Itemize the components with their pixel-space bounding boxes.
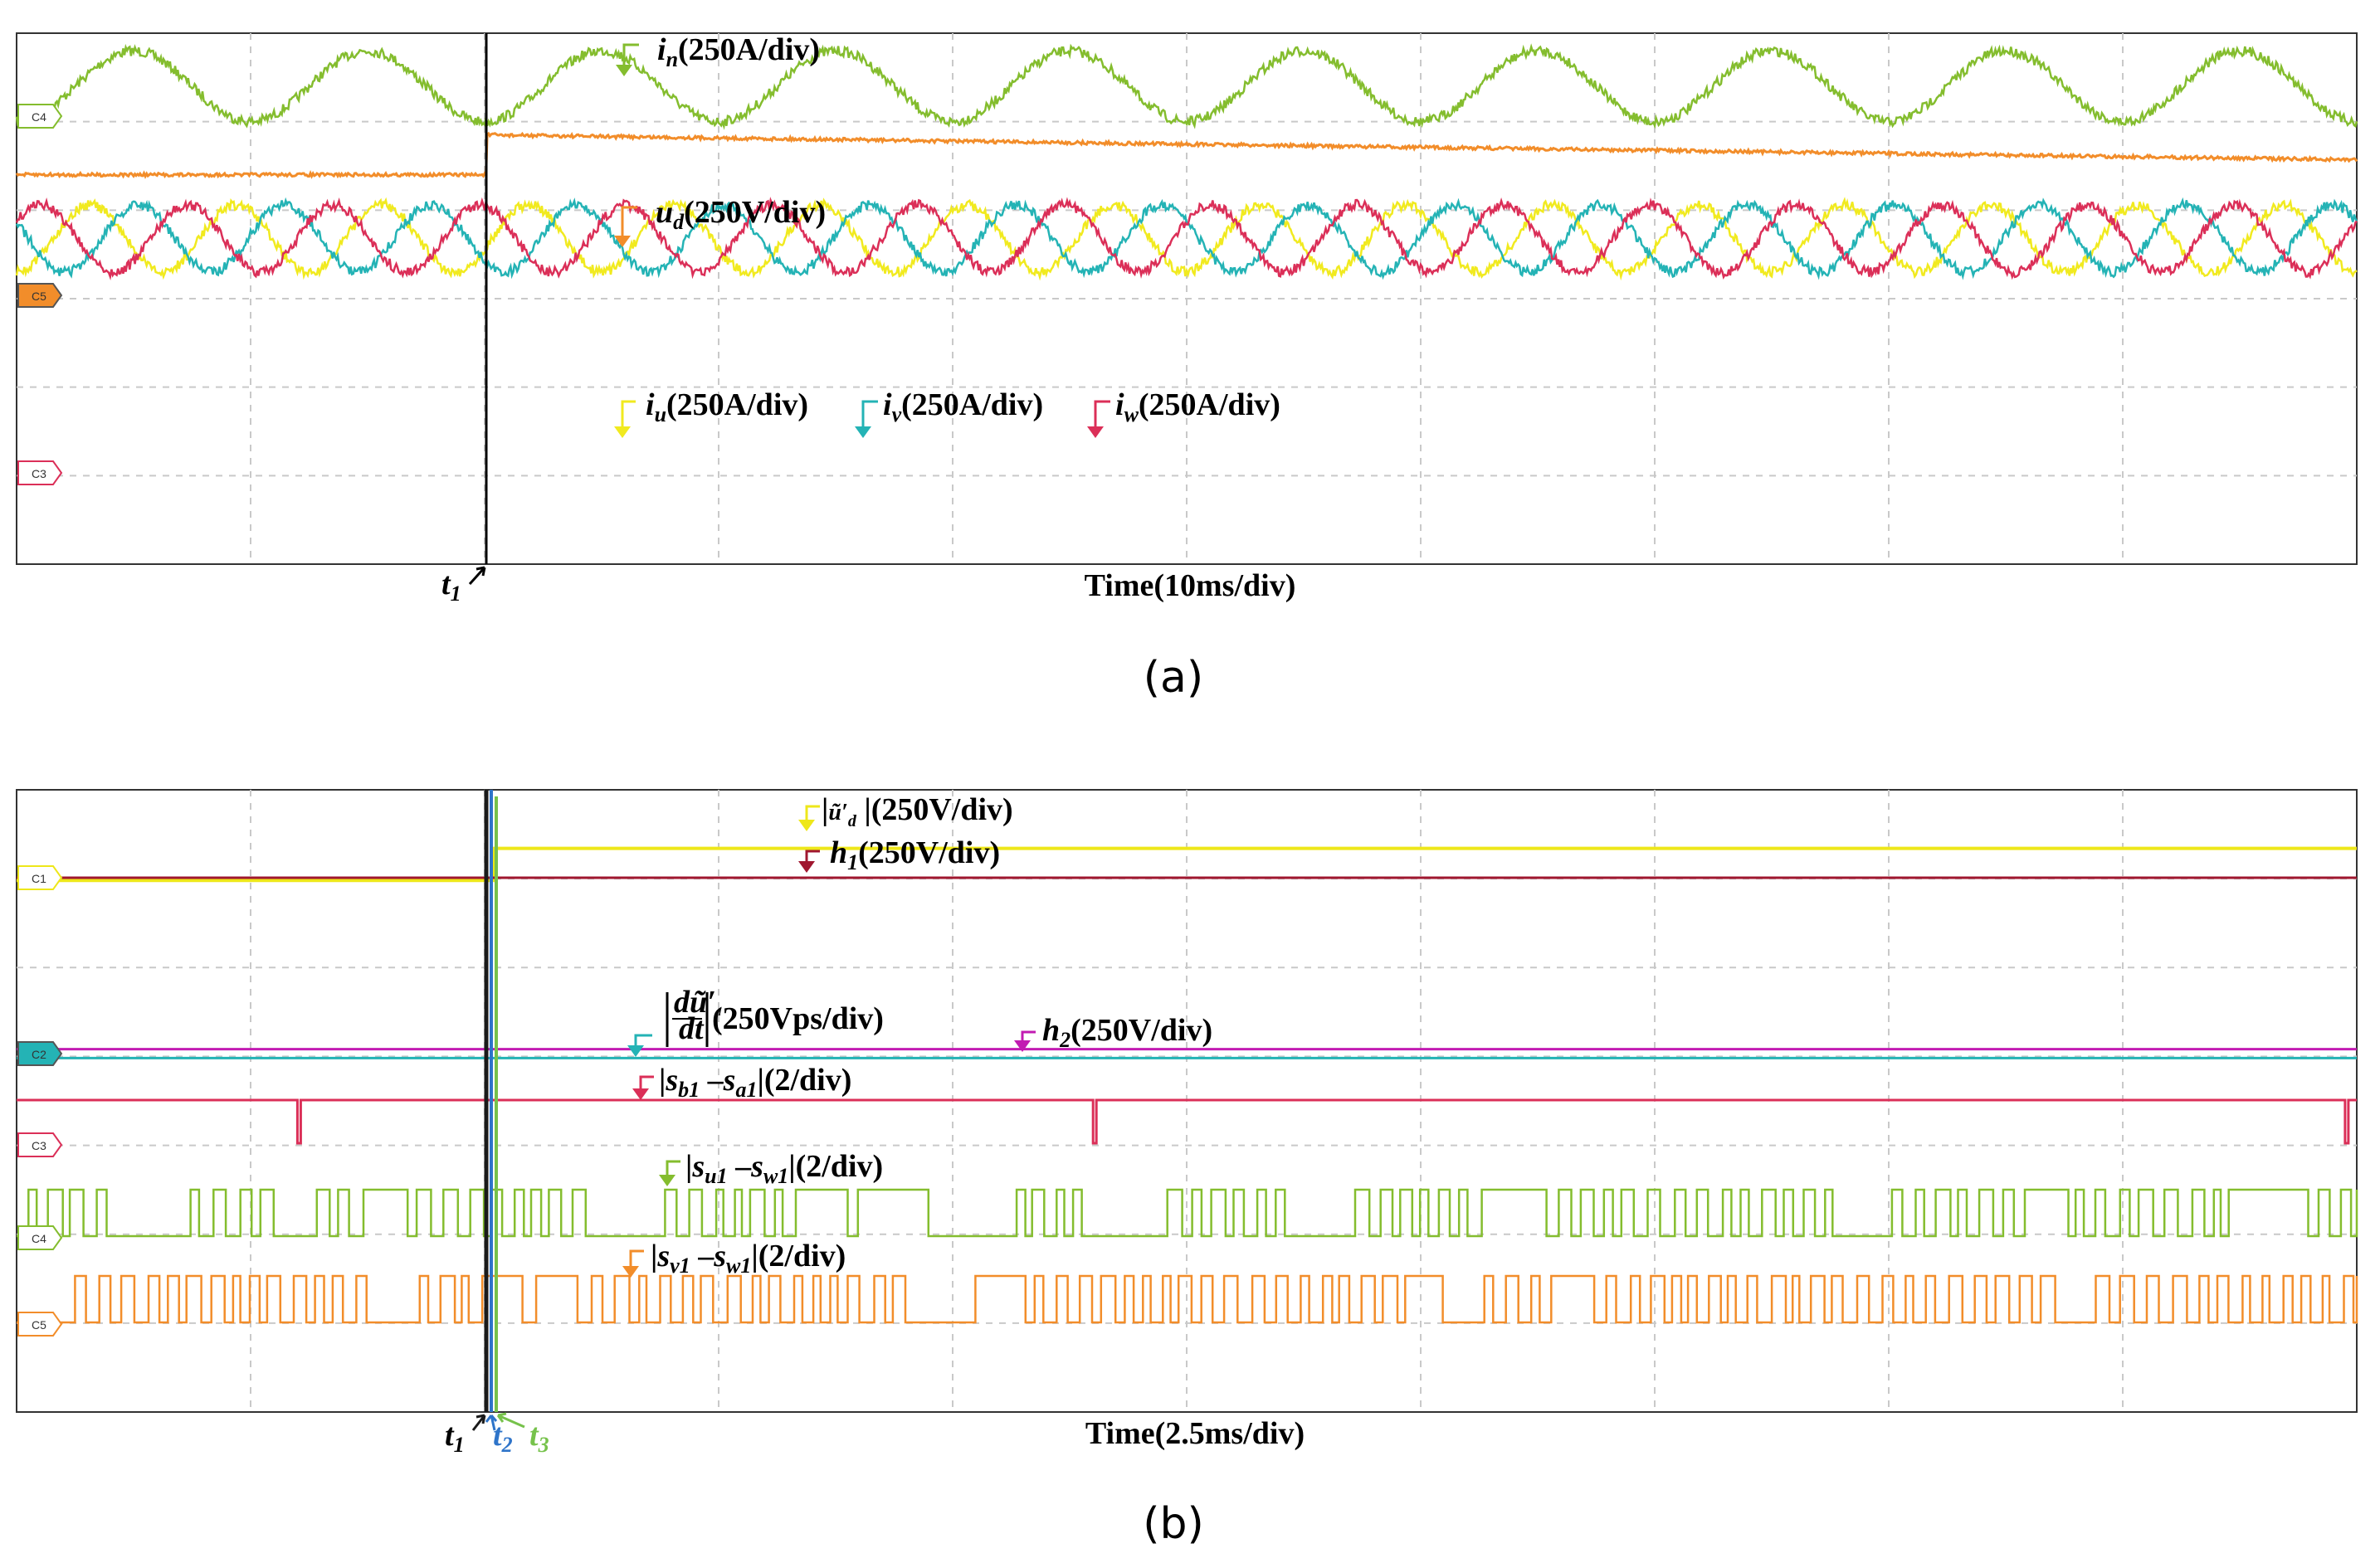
channel-marker-c3: C3 <box>17 460 63 485</box>
label-iu-sub: u <box>655 402 666 426</box>
label-iv-sub: v <box>892 402 902 426</box>
panel-b-t1-arrow <box>471 1414 486 1431</box>
label-iv-main: i <box>883 387 892 422</box>
label-h2: h2(250V/div) <box>1014 1013 1212 1052</box>
marker-c5b-text: C5 <box>32 1318 46 1332</box>
ud-abs-post: |(250V/div) <box>856 792 1013 827</box>
ud-abs-sub: d <box>848 812 857 830</box>
label-iw-rest: (250A/div) <box>1139 387 1280 422</box>
trace-in <box>15 43 2358 130</box>
ud-abs-main: ũ′ <box>828 800 847 825</box>
label-h1: h1(250V/div) <box>798 835 1000 874</box>
channel-marker-c4b: C4 <box>17 1225 63 1250</box>
svg-text:|sb1 –sa1|(2/div): |sb1 –sa1|(2/div) <box>659 1063 851 1102</box>
panel-a: C4 C5 C3 t1 in(250A/div) ud(250V/div) <box>15 32 2358 703</box>
svg-text:|su1 –sw1|(2/div): |su1 –sw1|(2/div) <box>685 1149 883 1188</box>
svg-text:h2(250V/div): h2(250V/div) <box>1042 1013 1212 1052</box>
panel-b-caption: (b) <box>1143 1499 1204 1549</box>
label-iu: iu(250A/div) <box>614 387 808 438</box>
label-ud-abs: |ũ′d |(250V/div) <box>798 792 1013 831</box>
svg-text:dũ′d: dũ′d <box>674 985 722 1020</box>
svg-text:iu(250A/div): iu(250A/div) <box>646 387 808 426</box>
label-h1-main: h <box>830 835 847 870</box>
label-in-sub: n <box>666 47 678 71</box>
marker-c3b-text: C3 <box>32 1139 46 1152</box>
label-ud: ud(250V/div) <box>614 195 826 247</box>
panel-b-t3-arrow <box>496 1412 525 1429</box>
marker-c2-text: C2 <box>32 1048 46 1061</box>
panel-b-t3-label: t3 <box>529 1418 549 1457</box>
marker-c4-text: C4 <box>32 110 46 124</box>
label-ud-rest: (250V/div) <box>684 195 826 230</box>
panel-a-t1-label: t1 <box>441 567 461 606</box>
label-sv1-sw1: |sv1 –sw1|(2/div) <box>622 1239 846 1278</box>
label-ud-main: u <box>656 195 673 230</box>
label-dud-dt: dũ′d dt (250Vps/div) <box>627 985 884 1057</box>
panel-b-xlabel: Time(2.5ms/div) <box>1085 1416 1305 1451</box>
label-iw-sub: w <box>1124 402 1139 426</box>
label-h1-sub: 1 <box>847 850 858 874</box>
panel-a-xlabel: Time(10ms/div) <box>1085 568 1296 603</box>
svg-text:iw(250A/div): iw(250A/div) <box>1115 387 1280 426</box>
label-h2-main: h <box>1042 1013 1060 1048</box>
dud-dt-den: dt <box>679 1011 705 1046</box>
label-iw: iw(250A/div) <box>1087 387 1280 438</box>
dud-dt-num-sub: d <box>716 1006 722 1018</box>
label-h1-rest: (250V/div) <box>858 835 1000 870</box>
label-h2-rest: (250V/div) <box>1071 1013 1212 1048</box>
channel-marker-c2: C2 <box>17 1041 63 1066</box>
panel-b-t1-label: t1 <box>445 1418 465 1457</box>
label-ud-sub: d <box>673 210 685 234</box>
label-sb1-sa1: |sb1 –sa1|(2/div) <box>632 1063 851 1102</box>
channel-marker-c1: C1 <box>17 865 63 890</box>
label-in-main: i <box>657 32 666 67</box>
svg-text:|sv1 –sw1|(2/div): |sv1 –sw1|(2/div) <box>651 1239 846 1278</box>
channel-marker-c3b: C3 <box>17 1132 63 1157</box>
label-iw-main: i <box>1115 387 1124 422</box>
channel-marker-c5b: C5 <box>17 1312 63 1337</box>
svg-text:h1(250V/div): h1(250V/div) <box>830 835 1000 874</box>
panel-b-t2-arrow <box>485 1414 498 1431</box>
panel-b-traces <box>17 846 2358 1324</box>
svg-text:iv(250A/div): iv(250A/div) <box>883 387 1043 426</box>
svg-text:ud(250V/div): ud(250V/div) <box>656 195 826 234</box>
marker-c1-text: C1 <box>32 872 46 885</box>
ud-abs-pre: | <box>822 792 828 827</box>
panel-a-t1-sub: 1 <box>451 582 461 606</box>
panel-a-caption: (a) <box>1144 653 1203 703</box>
dud-dt-num: dũ′ <box>674 985 716 1020</box>
channel-marker-c4: C4 <box>17 104 63 129</box>
label-iv-rest: (250A/div) <box>901 387 1043 422</box>
label-iu-rest: (250A/div) <box>666 387 808 422</box>
panel-a-traces <box>15 43 2358 281</box>
marker-c4b-text: C4 <box>32 1232 46 1245</box>
label-iu-main: i <box>646 387 655 422</box>
panel-b: C1 C2 C3 C4 C5 t1 t2 t3 <box>16 789 2358 1549</box>
svg-text:in(250A/div): in(250A/div) <box>657 32 820 71</box>
label-in: in(250A/div) <box>616 32 820 76</box>
trace-ud <box>15 131 2358 180</box>
trace-sv1_sw1 <box>17 1274 2358 1324</box>
label-h2-sub: 2 <box>1059 1028 1071 1052</box>
channel-marker-c5: C5 <box>17 283 63 308</box>
marker-c5-text: C5 <box>32 290 46 303</box>
trace-sb1_sa1 <box>17 1098 2357 1145</box>
svg-text:|ũ′d |(250V/div): |ũ′d |(250V/div) <box>822 792 1013 830</box>
label-in-rest: (250A/div) <box>678 32 820 67</box>
trace-iw <box>15 197 2358 281</box>
dud-dt-post: (250Vps/div) <box>712 1001 884 1036</box>
panel-a-t1-arrow <box>468 566 486 586</box>
trace-su1_sw1 <box>17 1188 2358 1238</box>
panel-b-t2-label: t2 <box>493 1418 513 1457</box>
label-su1-sw1: |su1 –sw1|(2/div) <box>659 1149 883 1188</box>
marker-c3-text: C3 <box>32 467 46 480</box>
label-iv: iv(250A/div) <box>855 387 1043 438</box>
panel-a-grid <box>17 33 2357 564</box>
